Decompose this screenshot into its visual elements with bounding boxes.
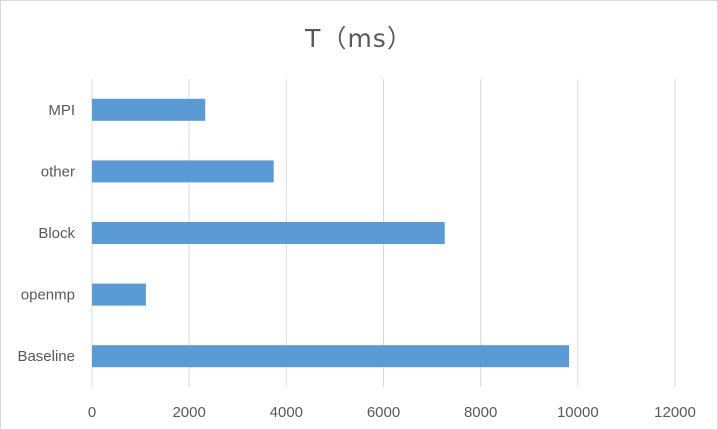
bar-layer bbox=[92, 98, 570, 368]
bar bbox=[92, 222, 445, 244]
category-label: MPI bbox=[48, 102, 75, 119]
x-tick-label: 0 bbox=[88, 404, 96, 421]
x-tick-label: 10000 bbox=[557, 404, 599, 421]
x-tick-label: 2000 bbox=[172, 404, 205, 421]
x-tick-label: 4000 bbox=[270, 404, 303, 421]
category-label: Block bbox=[38, 225, 75, 242]
x-tick-label: 8000 bbox=[464, 404, 497, 421]
bar bbox=[92, 98, 206, 121]
x-tick-label: 12000 bbox=[654, 404, 696, 421]
x-tick-label: 6000 bbox=[367, 404, 400, 421]
category-label: Baseline bbox=[17, 348, 75, 365]
tick-layer: 0 2000 4000 6000 8000 10000 12000 bbox=[88, 404, 696, 421]
bar bbox=[92, 345, 570, 368]
category-label: other bbox=[41, 163, 75, 180]
category-label: openmp bbox=[21, 287, 75, 304]
bar bbox=[92, 160, 274, 183]
category-layer: MPI other Block openmp Baseline bbox=[17, 102, 75, 365]
chart-title: T（ms） bbox=[305, 24, 413, 53]
bar bbox=[92, 283, 146, 306]
